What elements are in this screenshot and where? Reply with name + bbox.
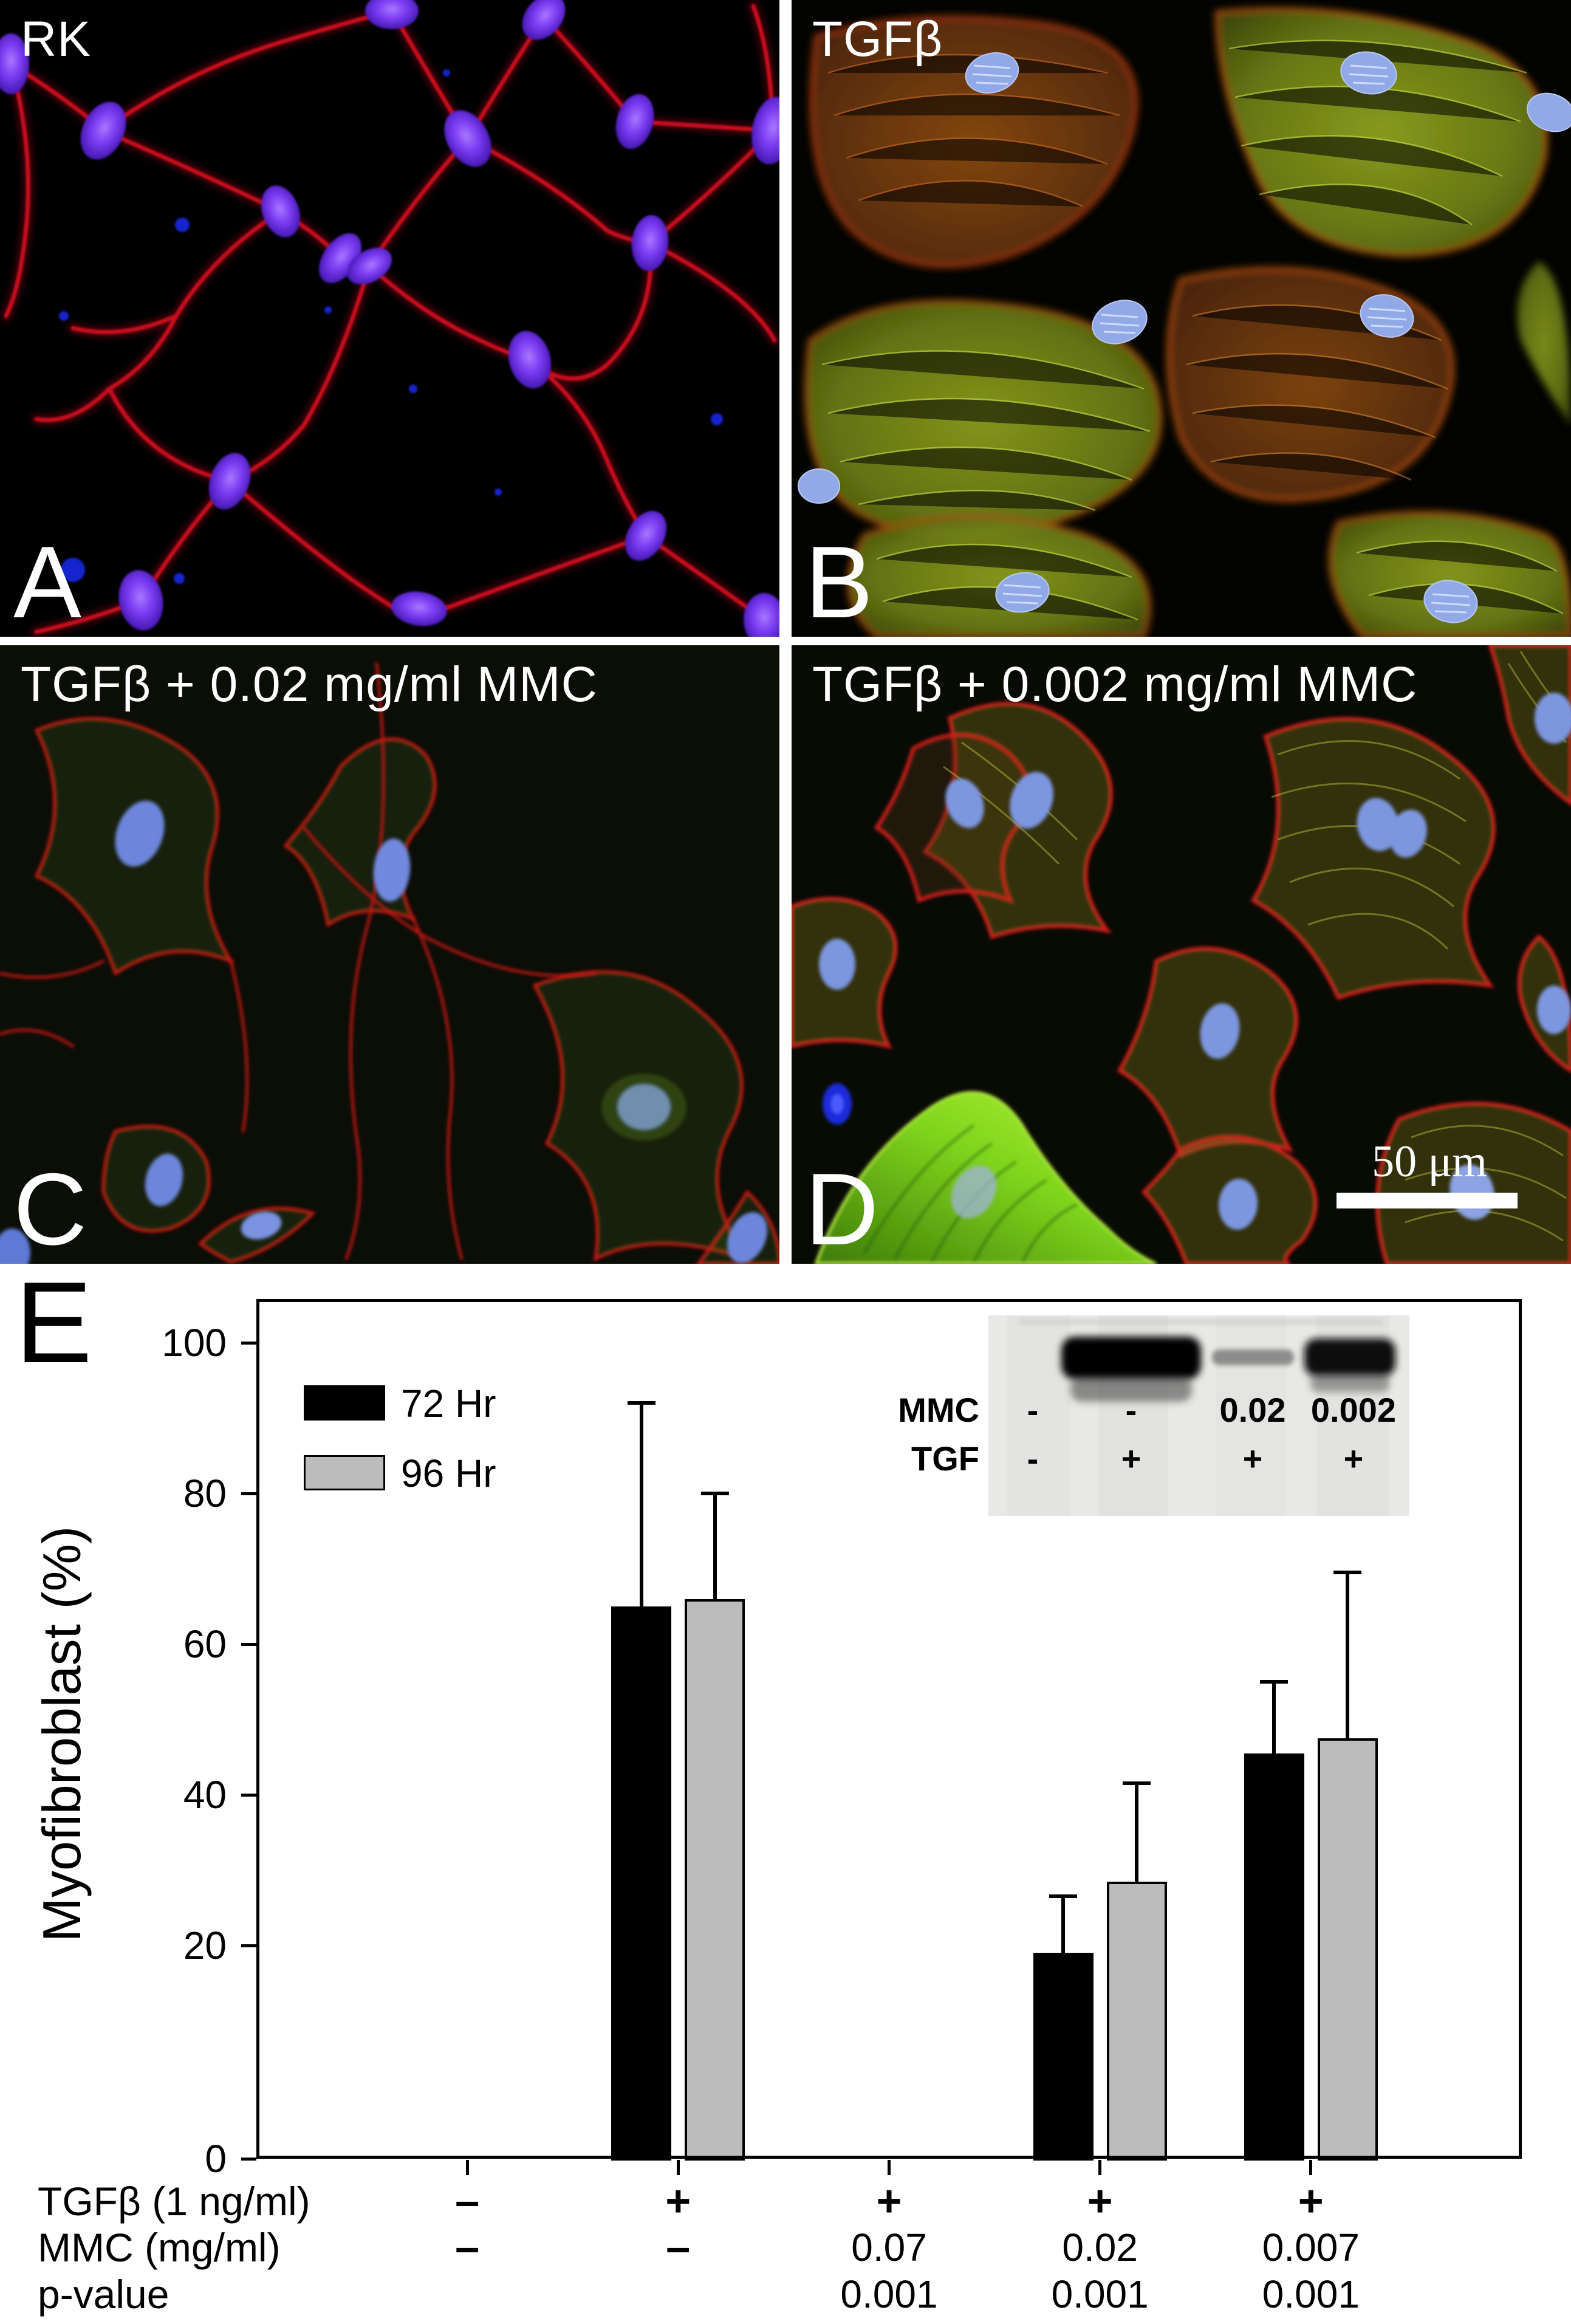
- annotation-value: +: [1087, 2177, 1113, 2226]
- x-tick: [888, 2160, 891, 2175]
- bar-72hr: [1033, 1953, 1094, 2161]
- blot-lane-value: -: [1027, 1439, 1039, 1478]
- panel-c-title: TGFβ + 0.02 mg/ml MMC: [21, 657, 598, 712]
- y-tick-label: 40: [183, 1773, 227, 1817]
- western-blot-image: [988, 1315, 1409, 1516]
- legend-label-96hr: 96 Hr: [401, 1452, 496, 1495]
- annotation-value: –: [455, 2223, 480, 2272]
- nuclei-group: [798, 51, 1571, 623]
- y-tick-label: 80: [183, 1472, 227, 1515]
- error-bar-line: [639, 1403, 643, 1606]
- annotation-value: –: [455, 2177, 480, 2226]
- annotation-value: 0.02: [1062, 2226, 1138, 2269]
- x-tick: [465, 2160, 469, 2175]
- blot-row-label: MMC: [898, 1391, 979, 1429]
- annotation-value: 0.001: [1262, 2272, 1360, 2316]
- panel-a-micrograph: RK A: [0, 0, 779, 637]
- error-bar-line: [1135, 1783, 1139, 1882]
- panel-c-image: [0, 645, 779, 1264]
- x-tick: [676, 2160, 680, 2175]
- bar-96hr: [1106, 1881, 1167, 2161]
- annotation-value: +: [665, 2177, 691, 2226]
- annotation-value: +: [1298, 2177, 1324, 2226]
- nuclei-group: [0, 0, 779, 637]
- annotation-value: 0.07: [851, 2226, 927, 2269]
- error-bar-cap: [627, 1401, 655, 1405]
- bar-96hr: [685, 1599, 745, 2161]
- error-bar-cap: [700, 1492, 729, 1495]
- y-tick-label: 60: [183, 1622, 227, 1666]
- panel-e-chart: E Myofibroblast (%) 0 20 40 60 80 100 72 Hr 9…: [0, 1264, 1571, 2324]
- y-axis-title: Myofibroblast (%): [32, 1526, 92, 1942]
- error-bar-cap: [1123, 1781, 1151, 1786]
- legend-swatch-72hr: [304, 1385, 385, 1421]
- blot-lane-value: +: [1242, 1439, 1263, 1478]
- y-tick: [241, 2157, 256, 2161]
- y-tick: [241, 1642, 256, 1646]
- blot-lane-value: 0.002: [1310, 1391, 1397, 1429]
- panel-a-title: RK: [21, 12, 91, 67]
- annotation-row-label: TGFβ (1 ng/ml): [38, 2179, 310, 2224]
- y-tick: [241, 1492, 256, 1495]
- annotation-value: –: [666, 2223, 691, 2272]
- panel-b-image: [792, 0, 1571, 637]
- panel-a-letter: A: [13, 525, 82, 637]
- error-bar-line: [1061, 1896, 1066, 1953]
- error-bar-line: [713, 1493, 717, 1599]
- y-tick: [241, 1793, 256, 1797]
- blot-lane-value: +: [1343, 1439, 1364, 1478]
- scale-bar-label: 50 μm: [1372, 1137, 1487, 1187]
- annotation-value: 0.001: [840, 2272, 938, 2316]
- y-tick-label: 0: [205, 2137, 227, 2181]
- bar-72hr: [1244, 1753, 1304, 2161]
- error-bar-cap: [1260, 1680, 1289, 1684]
- blot-lane-value: +: [1121, 1439, 1141, 1478]
- x-tick: [1098, 2160, 1102, 2175]
- panel-d-letter: D: [805, 1152, 879, 1264]
- panel-b-micrograph: TGFβ B: [792, 0, 1571, 637]
- blot-lane-value: -: [1027, 1391, 1039, 1429]
- blot-lane-value: 0.02: [1219, 1391, 1286, 1429]
- panel-b-letter: B: [805, 525, 874, 637]
- bar-72hr: [611, 1606, 672, 2161]
- blot-bands: [1061, 1337, 1395, 1402]
- error-bar-line: [1272, 1682, 1276, 1753]
- error-bar-line: [1346, 1572, 1350, 1738]
- y-tick: [241, 1341, 256, 1345]
- annotation-row-label: p-value: [38, 2272, 169, 2317]
- error-bar-cap: [1049, 1894, 1078, 1899]
- legend-label-72hr: 72 Hr: [401, 1382, 496, 1425]
- blot-lane-value: -: [1125, 1391, 1137, 1429]
- panel-a-image: [0, 0, 779, 637]
- panel-d-micrograph: TGFβ + 0.002 mg/ml MMC D 50 μm: [792, 645, 1571, 1264]
- panel-d-title: TGFβ + 0.002 mg/ml MMC: [812, 657, 1418, 712]
- panel-c-micrograph: TGFβ + 0.02 mg/ml MMC C: [0, 645, 779, 1264]
- x-tick: [1309, 2160, 1313, 2175]
- blot-row-label: TGF: [911, 1439, 979, 1478]
- y-tick: [241, 1944, 256, 1947]
- nuclei-group: [819, 693, 1571, 1230]
- annotation-value: 0.001: [1051, 2272, 1149, 2316]
- western-blot-inset: [988, 1315, 1409, 1516]
- scale-bar: [1337, 1193, 1518, 1208]
- annotation-value: +: [876, 2177, 902, 2226]
- panel-e-letter: E: [15, 1258, 92, 1387]
- annotation-value: 0.007: [1262, 2226, 1360, 2269]
- bar-96hr: [1317, 1738, 1378, 2161]
- panel-b-title: TGFβ: [812, 12, 943, 67]
- y-tick-label: 100: [162, 1321, 227, 1365]
- annotation-row-label: MMC (mg/ml): [38, 2225, 281, 2270]
- panel-c-letter: C: [13, 1152, 87, 1264]
- y-tick-label: 20: [183, 1924, 227, 1967]
- panel-d-image: [792, 645, 1571, 1264]
- nuclei-group: [0, 800, 767, 1264]
- legend-swatch-96hr: [304, 1455, 385, 1490]
- error-bar-cap: [1333, 1571, 1362, 1575]
